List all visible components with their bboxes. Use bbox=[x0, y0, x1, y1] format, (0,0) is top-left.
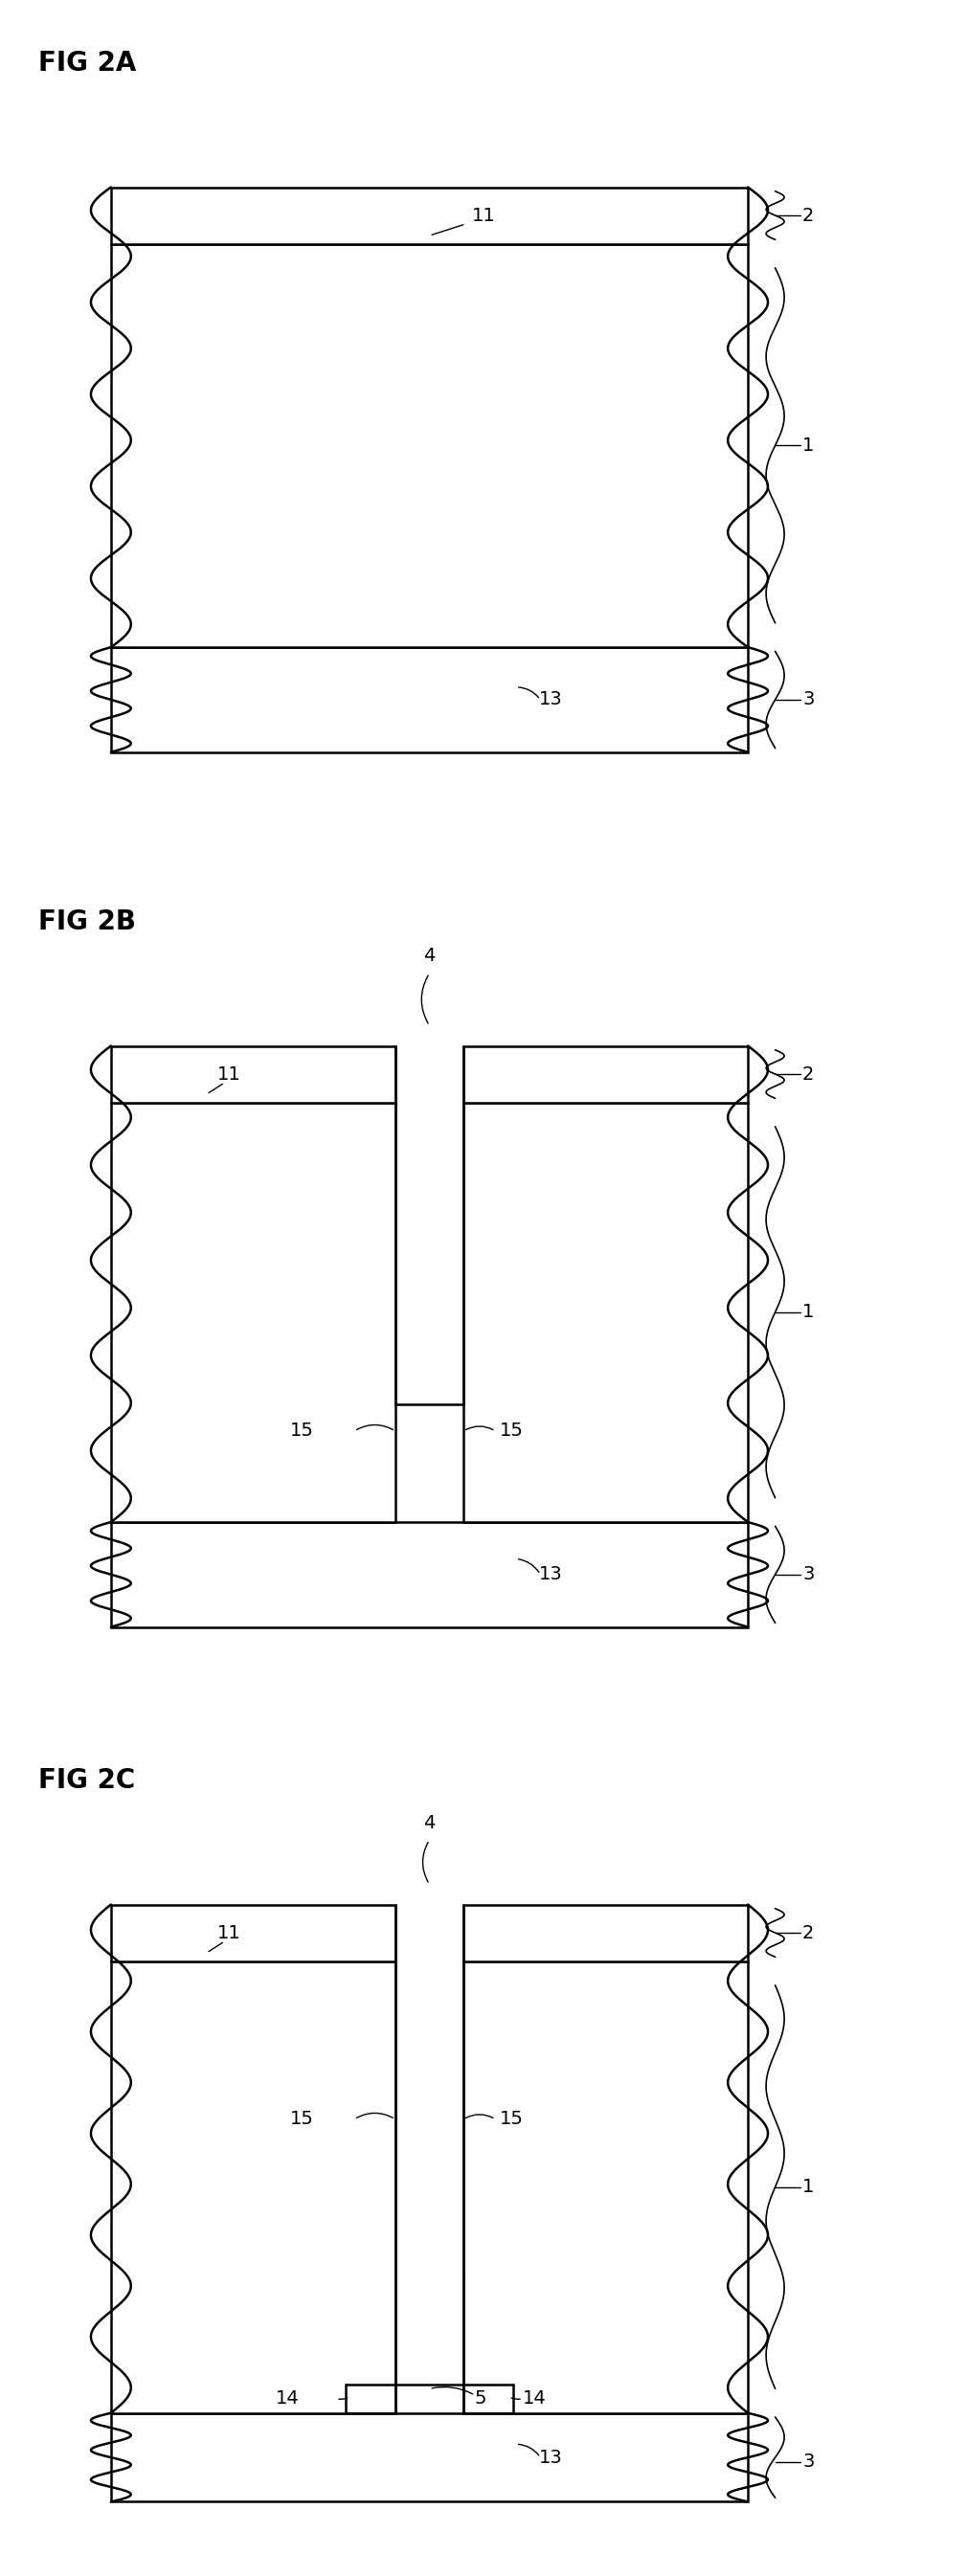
Text: 11: 11 bbox=[218, 1924, 241, 1942]
Bar bbox=[111, 1960, 395, 2414]
Text: 11: 11 bbox=[472, 206, 496, 224]
Text: 5: 5 bbox=[475, 2391, 487, 2409]
Text: 13: 13 bbox=[538, 1566, 562, 1584]
Bar bbox=[464, 1046, 748, 1103]
Text: 2: 2 bbox=[802, 1924, 814, 1942]
Text: 15: 15 bbox=[289, 2110, 314, 2128]
Bar bbox=[111, 1522, 748, 1628]
Text: 3: 3 bbox=[802, 1566, 814, 1584]
Text: 11: 11 bbox=[218, 1064, 241, 1082]
Bar bbox=[464, 1960, 748, 2414]
Text: 14: 14 bbox=[276, 2391, 300, 2409]
Text: 15: 15 bbox=[289, 1422, 314, 1440]
Text: 2: 2 bbox=[802, 206, 814, 224]
Bar bbox=[464, 1103, 748, 1522]
Text: 2: 2 bbox=[802, 1064, 814, 1082]
Text: 3: 3 bbox=[802, 690, 814, 708]
Text: 14: 14 bbox=[523, 2391, 546, 2409]
Bar bbox=[111, 245, 748, 647]
Text: 13: 13 bbox=[538, 2447, 562, 2465]
Text: FIG 2A: FIG 2A bbox=[38, 49, 136, 77]
Bar bbox=[111, 1103, 395, 1522]
Text: 15: 15 bbox=[499, 1422, 524, 1440]
Text: FIG 2B: FIG 2B bbox=[38, 909, 136, 935]
Text: 15: 15 bbox=[499, 2110, 524, 2128]
Text: 1: 1 bbox=[802, 435, 814, 453]
Text: 1: 1 bbox=[802, 2177, 814, 2197]
Bar bbox=[111, 1904, 395, 1960]
Text: 13: 13 bbox=[538, 690, 562, 708]
Bar bbox=[464, 1904, 748, 1960]
Text: 4: 4 bbox=[423, 1814, 436, 1832]
Text: 4: 4 bbox=[423, 948, 436, 966]
Text: FIG 2C: FIG 2C bbox=[38, 1767, 136, 1793]
Text: 3: 3 bbox=[802, 2452, 814, 2470]
Bar bbox=[111, 2414, 748, 2501]
Bar bbox=[111, 647, 748, 752]
Bar bbox=[111, 188, 748, 245]
Bar bbox=[111, 1046, 395, 1103]
Text: 1: 1 bbox=[802, 1303, 814, 1321]
